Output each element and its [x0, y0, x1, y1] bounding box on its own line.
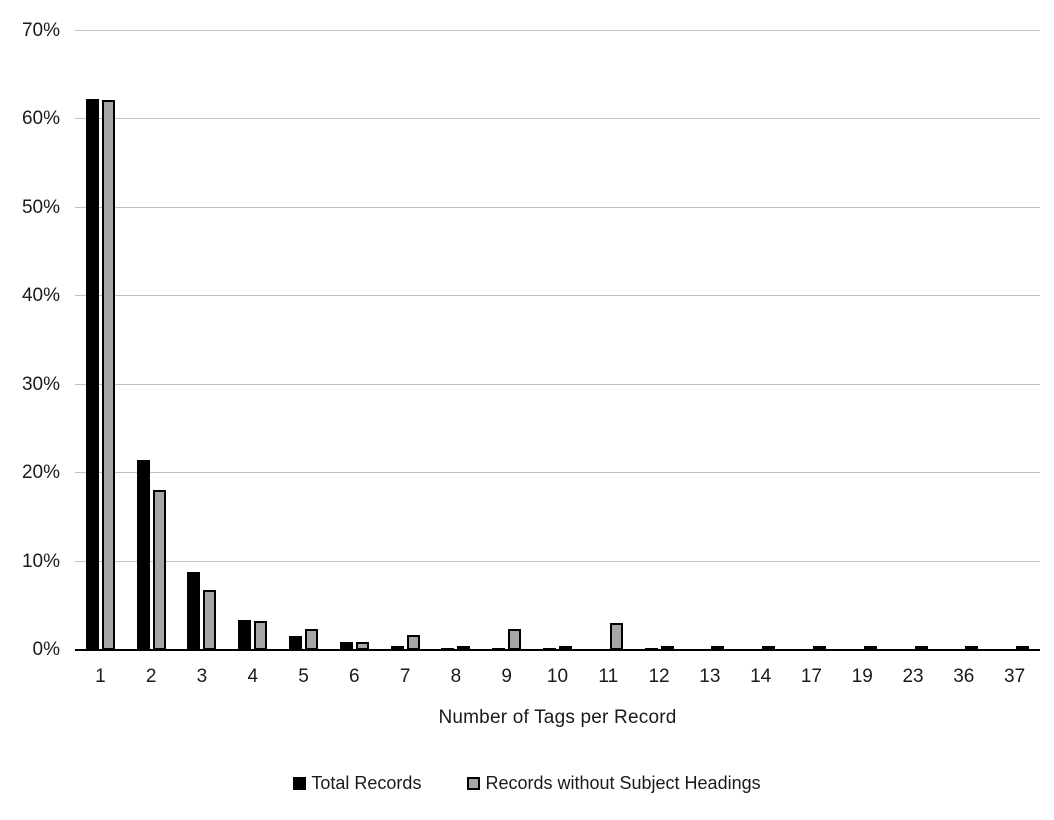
- y-tick-label-70: 70%: [21, 20, 60, 41]
- plot-area: [75, 30, 1040, 651]
- legend-item-total-records: Total Records: [293, 772, 421, 794]
- gridline-70: [75, 30, 1040, 31]
- gridline-40: [75, 295, 1040, 297]
- legend-item-records-without-subject-headings: Records without Subject Headings: [467, 772, 761, 794]
- bar-total-records-6: [339, 642, 353, 650]
- x-axis-tick-labels: 1 2 3 4 5 6 7 8 9 10 11 12 13 14 17 19 23 36 37: [75, 664, 1040, 690]
- y-tick-label-0: 0%: [32, 639, 60, 660]
- bar-no-subject-headings-7: [406, 634, 420, 650]
- x-tick-label-10: 10: [546, 666, 569, 687]
- bar-no-subject-headings-5: [305, 629, 319, 650]
- x-tick-label-36: 36: [953, 666, 975, 687]
- bar-total-records-2: [136, 459, 150, 650]
- x-tick-label-7: 7: [399, 666, 411, 687]
- bar-no-subject-headings-3: [203, 589, 217, 650]
- y-tick-label-20: 20%: [21, 462, 60, 484]
- bar-no-subject-headings-4: [254, 621, 268, 650]
- x-tick-label-3: 3: [196, 666, 208, 687]
- x-tick-label-6: 6: [349, 666, 360, 687]
- gridline-20: [75, 472, 1040, 474]
- gridline-10: [75, 560, 1040, 562]
- x-tick-label-2: 2: [145, 666, 157, 687]
- x-tick-label-1: 1: [95, 666, 106, 687]
- bar-no-subject-headings-9: [508, 628, 522, 650]
- bar-total-records-1: [85, 99, 99, 650]
- legend-label-records-without-subject-headings: Records without Subject Headings: [485, 773, 761, 793]
- x-tick-label-4: 4: [247, 666, 259, 687]
- y-tick-label-10: 10%: [21, 550, 60, 572]
- gridline-50: [75, 206, 1040, 208]
- legend-swatch-total-records-icon: [293, 776, 307, 790]
- x-tick-label-19: 19: [851, 666, 873, 687]
- bar-total-records-4: [238, 619, 252, 650]
- y-tick-label-40: 40%: [21, 285, 60, 307]
- bar-total-records-5: [289, 635, 303, 650]
- x-tick-label-5: 5: [298, 666, 309, 687]
- x-tick-label-12: 12: [648, 666, 670, 687]
- x-tick-label-37: 37: [1004, 666, 1026, 687]
- x-tick-label-23: 23: [902, 666, 924, 687]
- x-axis-line: [75, 649, 1040, 651]
- gridline-30: [75, 383, 1040, 385]
- bar-total-records-3: [187, 572, 201, 650]
- x-axis-title: Number of Tags per Record: [438, 707, 677, 728]
- x-tick-label-9: 9: [501, 666, 512, 687]
- chart-legend: Total Records Records without Subject He…: [0, 772, 1054, 794]
- bar-no-subject-headings-6: [355, 641, 369, 650]
- y-tick-label-60: 60%: [21, 108, 60, 130]
- legend-swatch-records-without-subject-headings-icon: [467, 776, 481, 790]
- legend-label-total-records: Total Records: [311, 773, 422, 793]
- bar-no-subject-headings-2: [152, 489, 166, 650]
- x-tick-label-17: 17: [800, 666, 822, 687]
- x-tick-label-14: 14: [750, 666, 772, 687]
- bar-no-subject-headings-11: [609, 623, 623, 650]
- bar-total-records-7: [390, 646, 404, 650]
- x-tick-label-11: 11: [598, 666, 619, 687]
- x-tick-label-8: 8: [450, 666, 462, 687]
- y-tick-label-30: 30%: [21, 373, 60, 395]
- x-tick-label-13: 13: [699, 666, 721, 687]
- bar-no-subject-headings-1: [101, 99, 115, 650]
- gridline-60: [75, 118, 1040, 120]
- y-tick-label-50: 50%: [21, 196, 60, 218]
